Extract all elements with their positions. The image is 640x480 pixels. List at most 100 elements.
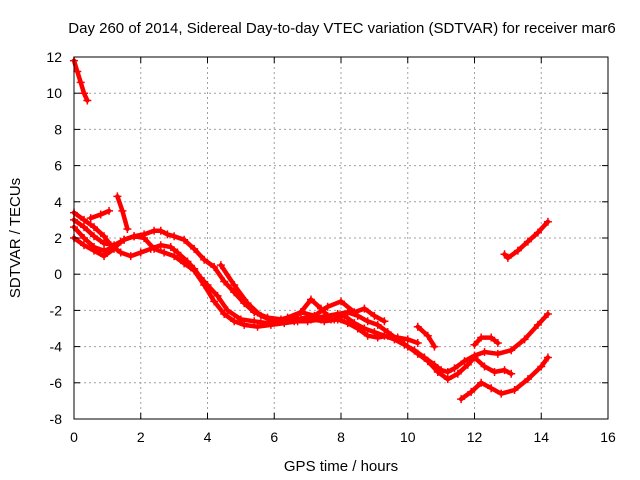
- data-point: [83, 96, 92, 105]
- data-point: [210, 297, 219, 306]
- data-point: [373, 333, 382, 342]
- data-point: [487, 333, 496, 342]
- data-point: [413, 322, 422, 331]
- data-point: [337, 297, 345, 306]
- data-point: [90, 232, 99, 241]
- data-point: [180, 259, 189, 268]
- data-point: [160, 248, 169, 257]
- data-point: [113, 192, 122, 201]
- data-point: [80, 215, 89, 224]
- data-point: [323, 302, 332, 311]
- data-point: [543, 353, 552, 362]
- y-tick-label: 10: [46, 85, 62, 101]
- data-point: [507, 346, 516, 355]
- data-point: [373, 320, 382, 329]
- data-point: [100, 252, 109, 261]
- data-point: [443, 375, 452, 384]
- y-tick-label: 4: [54, 194, 62, 210]
- data-point: [100, 239, 109, 248]
- series-line: [71, 235, 123, 259]
- data-point: [216, 261, 225, 270]
- data-point: [213, 291, 222, 300]
- x-tick-label: 4: [204, 429, 212, 445]
- data-point: [490, 367, 499, 376]
- data-point: [507, 369, 516, 378]
- data-point: [310, 311, 319, 320]
- data-point: [240, 320, 249, 329]
- data-point: [520, 335, 529, 344]
- data-point: [230, 281, 239, 290]
- x-tick-label: 14: [533, 429, 549, 445]
- series-line: [472, 335, 501, 348]
- data-point: [136, 248, 145, 257]
- data-point: [493, 349, 502, 358]
- series-track-10: [413, 322, 439, 351]
- data-point: [413, 349, 422, 358]
- data-point: [116, 237, 125, 246]
- data-point: [80, 89, 89, 98]
- chart-title: Day 260 of 2014, Sidereal Day-to-day VTE…: [68, 20, 615, 37]
- data-point: [543, 217, 552, 226]
- series-track-6: [86, 206, 114, 223]
- data-point: [393, 333, 402, 342]
- data-point: [150, 244, 159, 253]
- data-point: [130, 232, 139, 241]
- data-point: [90, 246, 99, 255]
- data-point: [370, 311, 379, 320]
- grid-lines: [74, 57, 608, 419]
- x-tick-label: 16: [600, 429, 616, 445]
- data-point: [293, 317, 302, 326]
- x-tick-label: 0: [70, 429, 78, 445]
- data-point: [80, 234, 89, 242]
- data-point: [360, 304, 369, 313]
- data-point: [423, 357, 432, 366]
- data-point: [80, 241, 89, 250]
- x-tick-label: 2: [137, 429, 145, 445]
- x-tick-label: 10: [400, 429, 416, 445]
- data-point: [270, 317, 279, 326]
- data-point: [73, 67, 82, 76]
- data-point: [190, 244, 199, 253]
- data-series: [70, 56, 552, 404]
- data-point: [450, 364, 459, 373]
- x-tick-labels: 0 2 4 6 8 10 12 14 16: [70, 429, 616, 445]
- y-tick-labels: -8 -6 -4 -2 0 2 4 6 8 10 12: [46, 49, 62, 427]
- data-point: [493, 338, 502, 347]
- data-point: [430, 342, 439, 351]
- data-point: [533, 228, 542, 237]
- data-point: [523, 375, 532, 384]
- data-point: [326, 315, 335, 324]
- x-tick-label: 8: [337, 429, 345, 445]
- data-point: [537, 362, 546, 371]
- data-point: [350, 308, 359, 317]
- data-point: [343, 319, 352, 328]
- data-point: [463, 360, 472, 369]
- series-track-12: [470, 333, 502, 349]
- data-point: [477, 378, 486, 387]
- data-point: [423, 331, 432, 340]
- y-tick-label: -8: [50, 411, 63, 427]
- y-tick-label: -4: [50, 339, 63, 355]
- data-point: [230, 317, 239, 326]
- data-point: [353, 324, 362, 333]
- y-tick-label: -2: [50, 302, 63, 318]
- data-point: [510, 386, 519, 395]
- series-track-3: [70, 215, 516, 384]
- data-point: [413, 338, 422, 347]
- data-point: [253, 322, 262, 331]
- data-point: [457, 395, 466, 404]
- y-tick-label: 0: [54, 266, 62, 282]
- data-point: [200, 255, 209, 264]
- y-axis-label: SDTVAR / TECUs: [7, 178, 24, 298]
- data-point: [90, 223, 99, 232]
- series-track-8: [216, 261, 389, 326]
- data-point: [453, 369, 462, 378]
- x-tick-label: 12: [467, 429, 483, 445]
- data-point: [533, 320, 542, 329]
- y-tick-label: 6: [54, 158, 62, 174]
- data-point: [76, 78, 85, 87]
- data-point: [180, 235, 189, 244]
- data-point: [140, 234, 149, 242]
- data-point: [363, 317, 372, 326]
- data-point: [123, 224, 132, 233]
